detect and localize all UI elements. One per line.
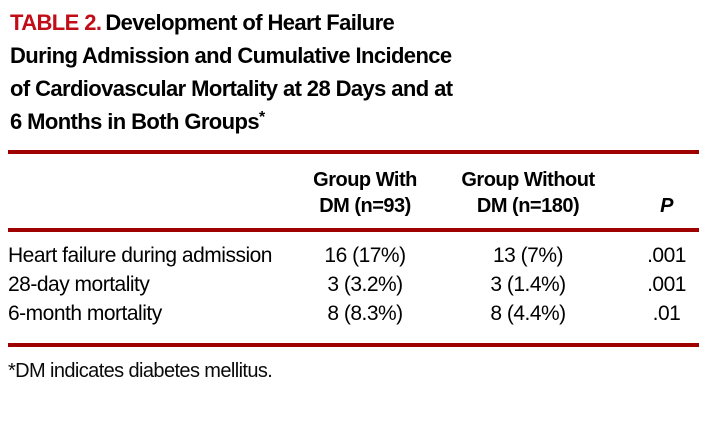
row-label: 6-month mortality	[8, 302, 162, 325]
row-label: Heart failure during admission	[8, 244, 272, 267]
value-with-dm: 16 (17%)	[324, 244, 406, 267]
value-without-dm: 3 (1.4%)	[490, 273, 566, 296]
table-header-row: Group With DM (n=93) Group Without DM (n…	[0, 154, 707, 228]
value-without-dm: 8 (4.4%)	[490, 302, 566, 325]
header-divider-rule	[8, 228, 699, 232]
title-line-3: of Cardiovascular Mortality at 28 Days a…	[10, 76, 453, 101]
title-text-part-1: Development of Heart Failure	[105, 10, 395, 35]
header-group-without-line1: Group Without	[461, 169, 595, 191]
row-label: 28-day mortality	[8, 273, 150, 296]
header-group-with-dm: Group With DM (n=93)	[308, 167, 422, 219]
header-group-without-dm: Group Without DM (n=180)	[422, 167, 634, 219]
table-body: Heart failure during admission 16 (17%) …	[0, 232, 707, 343]
p-value: .001	[647, 273, 686, 296]
table-number-label: TABLE 2.	[10, 10, 102, 35]
p-value: .01	[652, 302, 681, 325]
table-row: 6-month mortality 8 (8.3%) 8 (4.4%) .01	[8, 299, 699, 328]
table-footnote: *DM indicates diabetes mellitus.	[8, 360, 273, 382]
bottom-rule	[8, 343, 699, 347]
title-footnote-marker: *	[258, 109, 265, 127]
header-group-with-line2: DM (n=93)	[319, 195, 411, 217]
header-empty-cell	[8, 167, 308, 219]
header-p-value: P	[660, 195, 673, 217]
title-line-4: 6 Months in Both Groups*	[10, 105, 697, 141]
table-row: Heart failure during admission 16 (17%) …	[8, 241, 699, 270]
header-group-with-line1: Group With	[313, 169, 417, 191]
top-rule	[8, 150, 699, 154]
header-group-without-line2: DM (n=180)	[476, 195, 580, 217]
title-line-2: During Admission and Cumulative Incidenc…	[10, 43, 452, 68]
title-line-1: TABLE 2. Development of Heart Failure	[10, 6, 697, 39]
p-value: .001	[647, 244, 686, 267]
title-text-part-4: 6 Months in Both Groups	[10, 109, 260, 134]
value-with-dm: 8 (8.3%)	[327, 302, 403, 325]
table-title: TABLE 2. Development of Heart Failure Dur…	[10, 6, 697, 141]
value-with-dm: 3 (3.2%)	[327, 273, 403, 296]
value-without-dm: 13 (7%)	[492, 244, 564, 267]
table-row: 28-day mortality 3 (3.2%) 3 (1.4%) .001	[8, 270, 699, 299]
